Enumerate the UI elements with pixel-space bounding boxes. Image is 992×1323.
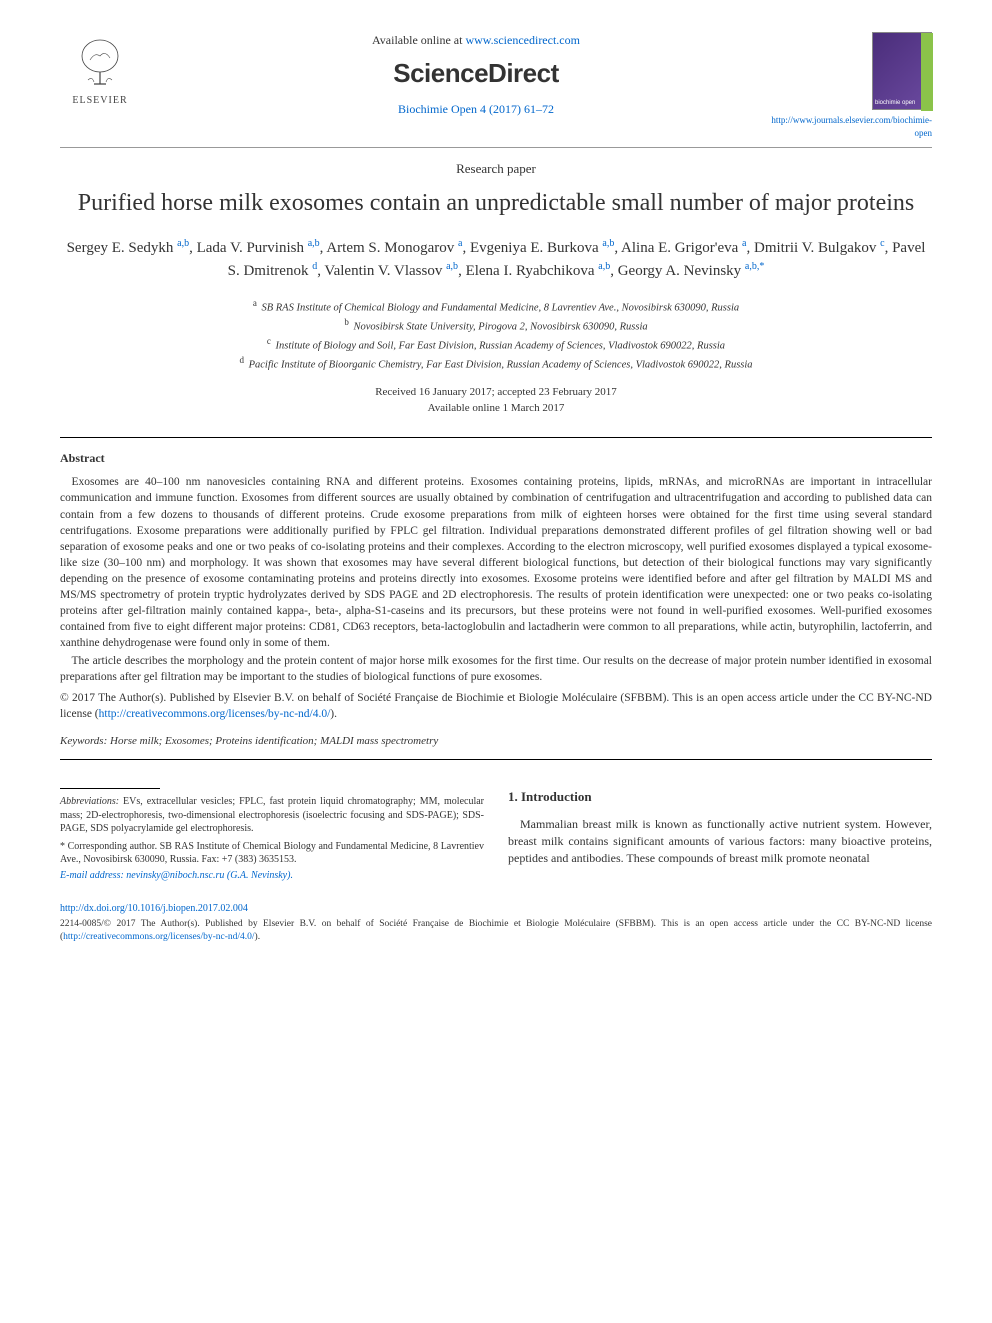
elsevier-logo[interactable]: ELSEVIER — [60, 32, 140, 108]
abstract-para-2: The article describes the morphology and… — [60, 653, 932, 685]
sciencedirect-url[interactable]: www.sciencedirect.com — [465, 33, 580, 47]
keywords-line: Keywords: Horse milk; Exosomes; Proteins… — [60, 734, 932, 749]
avail-prefix: Available online at — [372, 33, 465, 47]
header-row: ELSEVIER Available online at www.science… — [60, 32, 932, 139]
abbrev-label: Abbreviations: — [60, 796, 119, 807]
license-url[interactable]: http://creativecommons.org/licenses/by-n… — [99, 708, 331, 720]
intro-heading: 1. Introduction — [508, 788, 932, 806]
two-column-block: Abbreviations: EVs, extracellular vesicl… — [60, 788, 932, 882]
keywords-text: Horse milk; Exosomes; Proteins identific… — [107, 735, 438, 747]
paper-title: Purified horse milk exosomes contain an … — [60, 188, 932, 219]
author-list: Sergey E. Sedykh a,b, Lada V. Purvinish … — [60, 236, 932, 283]
issn-copyright-line: 2214-0085/© 2017 The Author(s). Publishe… — [60, 918, 932, 944]
paper-type: Research paper — [60, 160, 932, 178]
elsevier-tree-icon — [70, 32, 130, 92]
affiliation-item: c Institute of Biology and Soil, Far Eas… — [60, 335, 932, 354]
available-online: Available online 1 March 2017 — [60, 400, 932, 417]
affiliation-item: b Novosibirsk State University, Pirogova… — [60, 316, 932, 335]
date-block: Received 16 January 2017; accepted 23 Fe… — [60, 384, 932, 417]
corresp-label: * Corresponding author. — [60, 841, 157, 852]
copyright-suffix: ). — [330, 708, 337, 720]
affiliation-list: a SB RAS Institute of Chemical Biology a… — [60, 297, 932, 374]
intro-body: Mammalian breast milk is known as functi… — [508, 816, 932, 866]
corresponding-author-block: * Corresponding author. SB RAS Institute… — [60, 840, 484, 867]
abstract-para-1: Exosomes are 40–100 nm nanovesicles cont… — [60, 474, 932, 651]
issn-suffix: ). — [255, 932, 261, 942]
footnote-column: Abbreviations: EVs, extracellular vesicl… — [60, 788, 484, 882]
journal-homepage-url[interactable]: http://www.journals.elsevier.com/biochim… — [771, 114, 932, 139]
abstract-heading: Abstract — [60, 450, 932, 467]
doi-link[interactable]: http://dx.doi.org/10.1016/j.biopen.2017.… — [60, 902, 932, 916]
email-line: E-mail address: nevinsky@niboch.nsc.ru (… — [60, 869, 484, 883]
footnote-separator — [60, 788, 160, 789]
affiliation-item: a SB RAS Institute of Chemical Biology a… — [60, 297, 932, 316]
abstract-body: Exosomes are 40–100 nm nanovesicles cont… — [60, 474, 932, 685]
email-suffix: (G.A. Nevinsky). — [224, 870, 293, 881]
abstract-bottom-rule — [60, 759, 932, 760]
journal-cover-block: http://www.journals.elsevier.com/biochim… — [812, 32, 932, 139]
affiliation-item: d Pacific Institute of Bioorganic Chemis… — [60, 354, 932, 373]
email-label: E-mail address: — [60, 870, 126, 881]
abbreviations-block: Abbreviations: EVs, extracellular vesicl… — [60, 795, 484, 836]
abstract-top-rule — [60, 437, 932, 438]
header-divider — [60, 147, 932, 148]
abbrev-text: EVs, extracellular vesicles; FPLC, fast … — [60, 796, 484, 834]
journal-cover-image[interactable] — [872, 32, 932, 110]
received-accepted: Received 16 January 2017; accepted 23 Fe… — [60, 384, 932, 401]
email-address[interactable]: nevinsky@niboch.nsc.ru — [126, 870, 224, 881]
citation-line[interactable]: Biochimie Open 4 (2017) 61–72 — [140, 101, 812, 118]
copyright-line: © 2017 The Author(s). Published by Elsev… — [60, 690, 932, 722]
available-online-line: Available online at www.sciencedirect.co… — [140, 32, 812, 49]
footer-license-url[interactable]: http://creativecommons.org/licenses/by-n… — [63, 932, 254, 942]
intro-column: 1. Introduction Mammalian breast milk is… — [508, 788, 932, 882]
elsevier-label: ELSEVIER — [72, 94, 127, 108]
sciencedirect-brand[interactable]: ScienceDirect — [140, 55, 812, 91]
keywords-label: Keywords: — [60, 735, 107, 747]
center-header: Available online at www.sciencedirect.co… — [140, 32, 812, 118]
